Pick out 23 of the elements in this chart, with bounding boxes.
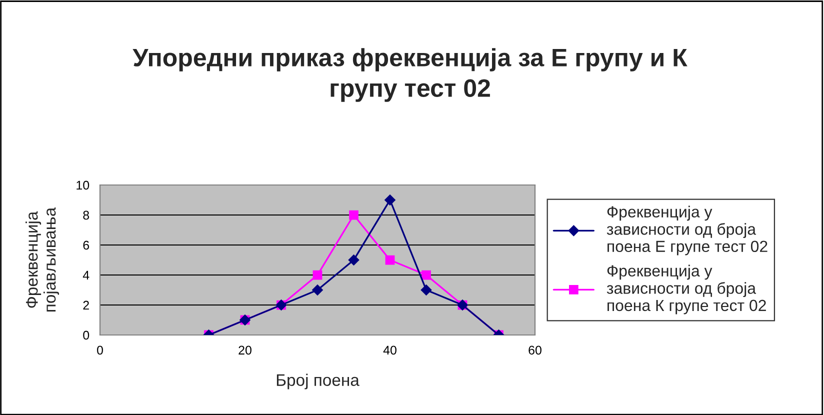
x-axis-title: Број поена [276,374,360,390]
x-tick-label: 60 [528,346,542,355]
x-tick-label: 40 [383,346,396,355]
point [312,284,323,296]
point [312,270,322,280]
point [385,255,395,265]
y-tick-label: 10 [76,180,90,190]
point [420,284,432,296]
y-tick-label: 8 [83,210,90,220]
legend-label: Фреквенција у зависности од броја поена Е групе тест 02 [606,206,768,256]
x-tick-label: 0 [97,346,103,355]
y-tick-label: 0 [83,330,90,340]
y-tick-label: 4 [82,270,90,280]
point [349,210,358,220]
chart-title: Упоредни приказ фреквенција за Е групу и К групу тест 02 [132,48,688,102]
point [348,254,360,266]
point [384,194,396,206]
y-tick-label: 2 [83,300,89,310]
y-axis-title: Фреквенција појављивања [26,207,60,312]
y-tick-label: 6 [83,240,90,250]
point [422,270,431,280]
legend-label: Фреквенција у зависности од броја поена К групе тест 02 [606,264,766,314]
x-tick-label: 20 [238,346,252,355]
